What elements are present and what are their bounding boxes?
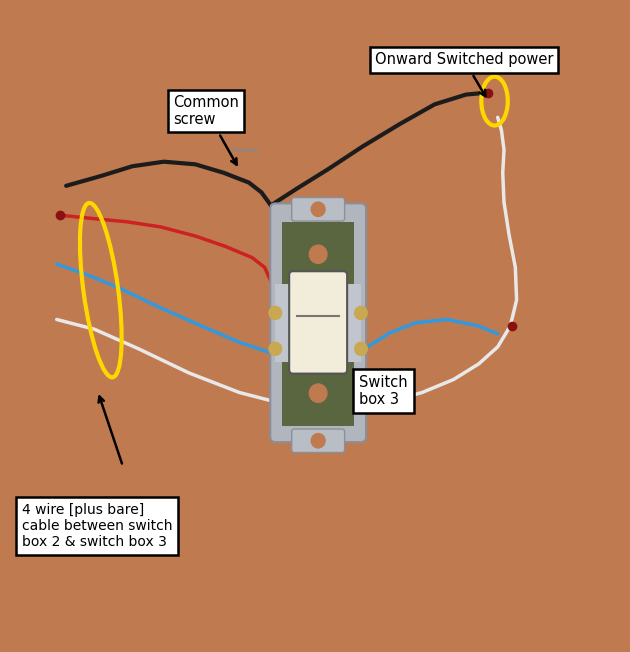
Circle shape: [311, 202, 325, 216]
Circle shape: [269, 306, 282, 319]
FancyBboxPatch shape: [292, 429, 345, 452]
Text: Switch
box 3: Switch box 3: [359, 375, 408, 408]
Circle shape: [269, 342, 282, 355]
Circle shape: [309, 384, 327, 402]
Text: Onward Switched power: Onward Switched power: [375, 52, 553, 96]
Circle shape: [309, 245, 327, 263]
Bar: [275, 284, 361, 362]
Circle shape: [355, 342, 367, 355]
Text: Common
screw: Common screw: [173, 95, 239, 165]
Text: 4 wire [plus bare]
cable between switch
box 2 & switch box 3: 4 wire [plus bare] cable between switch …: [22, 503, 173, 549]
FancyBboxPatch shape: [289, 271, 347, 374]
FancyBboxPatch shape: [270, 203, 366, 442]
Circle shape: [311, 434, 325, 448]
Bar: [282, 361, 354, 426]
Bar: [282, 222, 354, 287]
Circle shape: [355, 306, 367, 319]
FancyBboxPatch shape: [292, 198, 345, 221]
